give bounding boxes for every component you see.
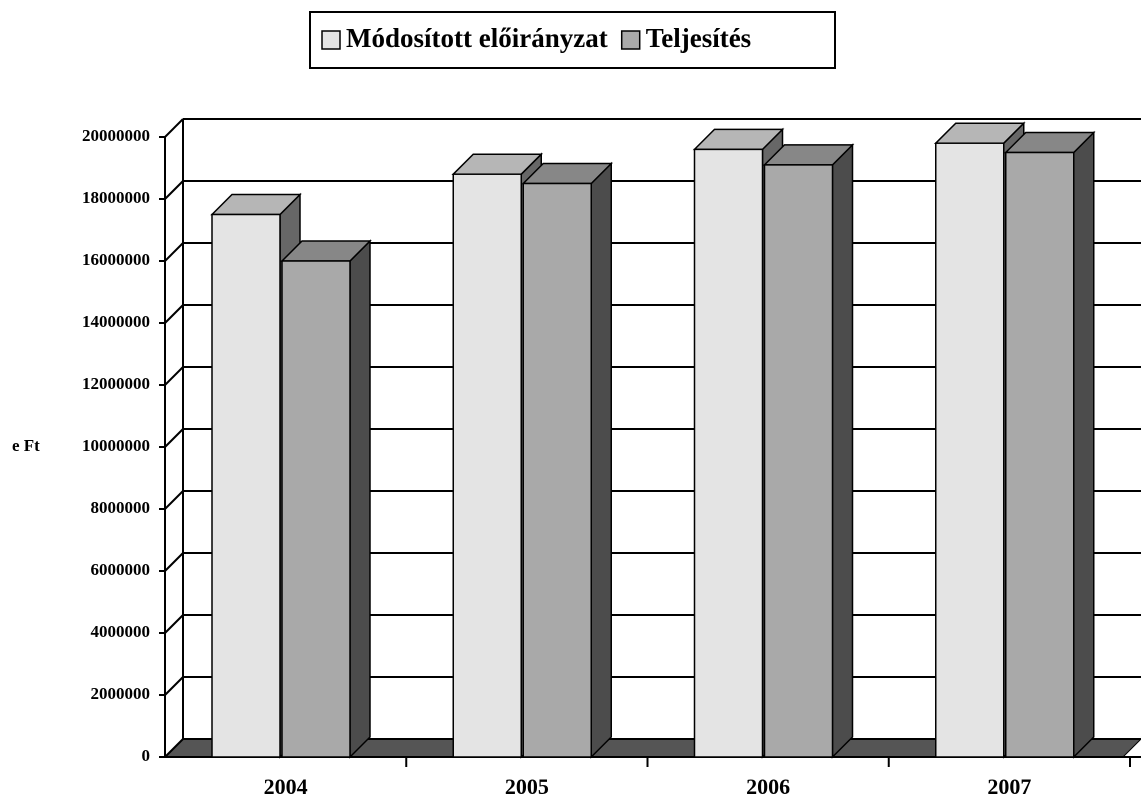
y-tick-label: 8000000	[91, 498, 151, 517]
y-tick-label: 12000000	[82, 374, 150, 393]
bar	[693, 148, 764, 758]
grid-line	[164, 304, 184, 324]
y-axis-label: e Ft	[12, 436, 40, 455]
grid-line	[164, 614, 184, 634]
x-tick-label: 2007	[987, 774, 1031, 799]
grid-line	[164, 428, 184, 448]
bar-side	[1073, 130, 1095, 759]
bar-side	[590, 161, 612, 759]
y-tick-label: 20000000	[82, 126, 150, 145]
y-tick-label: 14000000	[82, 312, 150, 331]
legend-label: Módosított előirányzat	[346, 23, 608, 53]
grid-line	[164, 490, 184, 510]
grid-line	[164, 676, 184, 696]
bar	[281, 260, 351, 758]
bar	[452, 173, 522, 758]
y-tick-label: 2000000	[91, 684, 151, 703]
y-tick-label: 10000000	[82, 436, 150, 455]
bar	[935, 142, 1005, 758]
grid-line	[164, 366, 184, 386]
x-tick-label: 2005	[505, 774, 549, 799]
bar-side	[831, 143, 854, 759]
bar	[1005, 151, 1075, 758]
grid-line	[164, 738, 184, 758]
legend-swatch	[620, 30, 641, 50]
bar	[763, 164, 834, 758]
x-tick-label: 2004	[264, 774, 308, 799]
y-tick-label: 18000000	[82, 188, 150, 207]
bar-side	[349, 239, 371, 759]
grid-line	[164, 118, 184, 138]
legend-swatch	[321, 30, 341, 50]
grid-line	[164, 242, 184, 262]
legend-box	[309, 11, 836, 69]
y-tick-label: 4000000	[91, 622, 151, 641]
y-tick-label: 0	[142, 746, 151, 765]
bar	[522, 182, 592, 758]
grid-line	[164, 180, 184, 200]
bar	[211, 213, 281, 758]
grid-line	[164, 552, 184, 572]
legend-label: Teljesítés	[646, 23, 751, 53]
y-tick-label: 16000000	[82, 250, 150, 269]
y-tick-label: 6000000	[91, 560, 151, 579]
x-tick-label: 2006	[746, 774, 790, 799]
